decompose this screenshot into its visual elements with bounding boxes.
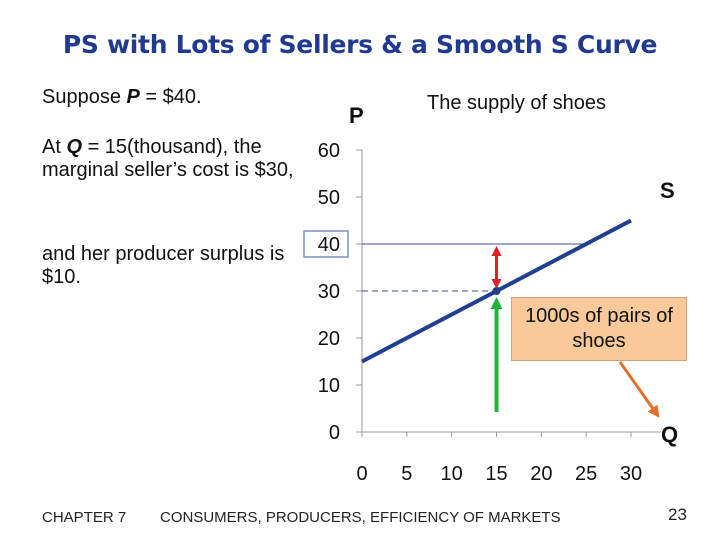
- chart-marks: [361, 218, 660, 418]
- y-tick-label: 60: [318, 140, 340, 162]
- page-number: 23: [668, 505, 687, 524]
- ticks: 0 10 20 30 40 50 60 0 5 10 15 20 25 30: [303, 140, 642, 485]
- x-tick-label: 15: [485, 463, 507, 485]
- chart-title: The supply of shoes: [427, 92, 606, 114]
- y-tick-label: 30: [318, 281, 340, 303]
- x-tick-label: 10: [441, 463, 463, 485]
- x-tick-label: 25: [575, 463, 597, 485]
- highlight-box: [303, 230, 349, 258]
- chapter-title: CONSUMERS, PRODUCERS, EFFICIENCY OF MARK…: [160, 509, 561, 526]
- chapter-label: CHAPTER 7: [42, 509, 127, 526]
- x-axis-label: Q: [661, 422, 679, 447]
- y-axis-label: P: [349, 103, 364, 128]
- x-tick-label: 0: [356, 463, 367, 485]
- callout-arrow: [618, 361, 660, 418]
- x-tick-label: 20: [530, 463, 552, 485]
- supply-series-label: S: [660, 178, 675, 203]
- units-callout: 1000s of pairs of shoes: [511, 297, 687, 361]
- price-statement: Suppose P = $40.: [42, 86, 202, 108]
- slide-title: PS with Lots of Sellers & a Smooth S Cur…: [62, 30, 658, 59]
- y-tick-label: 10: [318, 375, 340, 397]
- x-tick-label: 30: [620, 463, 642, 485]
- x-tick-label: 5: [401, 463, 412, 485]
- surplus-statement: and her producer surplus is $10.: [42, 243, 285, 288]
- marginal-seller-point: [492, 287, 501, 295]
- y-tick-label: 40: [318, 234, 340, 256]
- cost-statement: At Q = 15(thousand), the marginal seller…: [42, 136, 294, 181]
- y-tick-label: 50: [318, 187, 340, 209]
- y-tick-label: 0: [329, 422, 340, 444]
- y-tick-label: 20: [318, 328, 340, 350]
